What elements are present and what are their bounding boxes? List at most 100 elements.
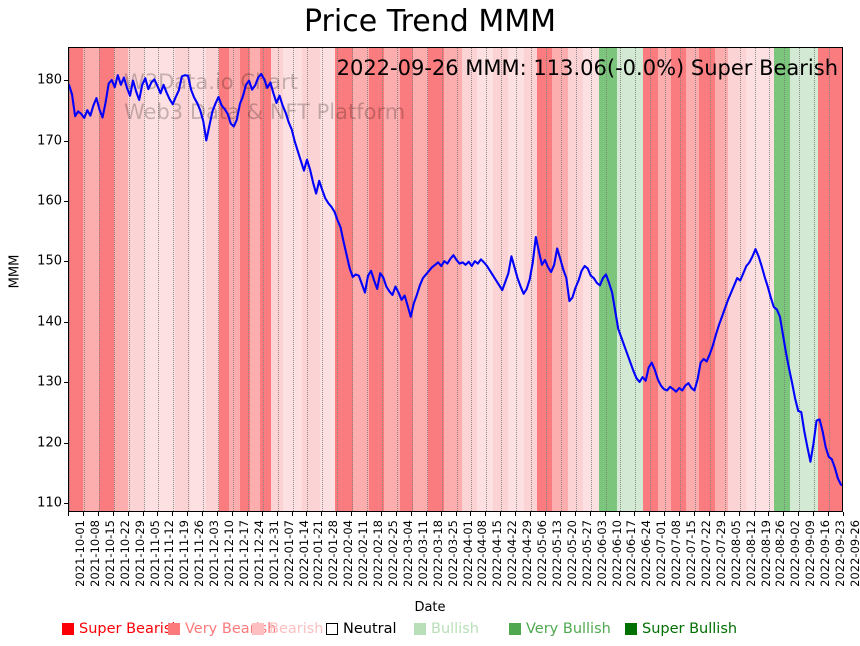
x-axis-tick-label: 2022-07-29 — [713, 520, 728, 587]
x-axis-tick-mark — [187, 512, 189, 516]
y-axis-tick-mark — [64, 140, 68, 142]
x-axis-tick-label: 2022-06-10 — [609, 520, 624, 587]
x-axis-tick-label: 2022-06-17 — [624, 520, 639, 587]
gridline-vertical — [218, 48, 220, 511]
sentiment-band — [335, 48, 354, 511]
sentiment-band — [492, 48, 509, 511]
x-axis-tick-mark — [217, 512, 219, 516]
gridline-vertical — [143, 48, 145, 511]
annotation-layer: 2022-09-26 MMM: 113.06(-0.0%) Super Bear… — [69, 48, 842, 511]
gridline-vertical — [83, 48, 85, 511]
y-axis-tick-labels: 110 120 130 140 150 160 170 180 — [0, 0, 62, 646]
gridline-vertical — [98, 48, 100, 511]
x-axis-tick-mark — [649, 512, 651, 516]
y-axis-tick-label: 140 — [37, 314, 62, 330]
x-axis-tick-mark — [485, 512, 487, 516]
x-axis-tick-mark — [68, 512, 69, 516]
sentiment-band — [319, 48, 336, 511]
gridline-vertical — [426, 48, 428, 511]
legend-item-very-bullish[interactable]: Very Bullish — [509, 618, 611, 640]
x-axis-tick-label: 2022-08-19 — [758, 520, 773, 587]
gridline-vertical — [486, 48, 488, 511]
x-axis-label: Date — [414, 600, 446, 615]
x-axis-tick-mark — [425, 512, 427, 516]
legend-item-bullish[interactable]: Bullish — [414, 618, 479, 640]
gridline-vertical — [605, 48, 607, 511]
x-axis-tick-mark — [798, 512, 800, 516]
gridline-vertical — [173, 48, 175, 511]
y-axis-tick-label: 120 — [37, 435, 62, 451]
gridline-vertical — [69, 48, 70, 511]
sentiment-band — [260, 48, 272, 511]
x-axis-tick-label: 2022-08-26 — [773, 520, 788, 587]
x-axis-tick-label: 2022-09-02 — [788, 520, 803, 587]
gridline-vertical — [188, 48, 190, 511]
gridline-vertical — [158, 48, 160, 511]
gridline-vertical — [545, 48, 547, 511]
x-axis-tick-label: 2021-12-03 — [207, 520, 222, 587]
y-axis-tick-mark — [64, 442, 68, 444]
sentiment-band — [461, 48, 478, 511]
y-axis-tick-mark — [64, 200, 68, 202]
x-axis-tick-mark — [634, 512, 636, 516]
x-axis-tick-label: 2021-11-26 — [192, 520, 207, 587]
y-axis-tick-label: 160 — [37, 193, 62, 209]
x-axis-tick-label: 2022-01-21 — [311, 520, 326, 587]
legend-swatch-icon — [509, 623, 521, 635]
x-axis-tick-label: 2022-08-12 — [743, 520, 758, 587]
x-axis-tick-mark — [112, 512, 114, 516]
price-line-layer — [69, 48, 842, 511]
x-axis-tick-label: 2022-09-23 — [833, 520, 848, 587]
legend-item-label: Bearish — [269, 621, 324, 637]
gridline-vertical — [247, 48, 249, 511]
gridline-vertical — [441, 48, 443, 511]
x-axis-tick-label: 2021-12-31 — [266, 520, 281, 587]
sentiment-band — [69, 48, 84, 511]
x-axis-tick-mark — [306, 512, 308, 516]
x-axis-tick-mark — [500, 512, 502, 516]
legend-swatch-icon — [414, 623, 426, 635]
legend-item-neutral[interactable]: Neutral — [326, 618, 397, 640]
sentiment-band — [114, 48, 129, 511]
sentiment-band — [428, 48, 445, 511]
x-axis-tick-label: 2021-12-10 — [222, 520, 237, 587]
x-axis-tick-mark — [693, 512, 695, 516]
gridline-vertical — [575, 48, 577, 511]
x-axis-tick-label: 2022-03-25 — [445, 520, 460, 587]
legend-item-label: Bullish — [431, 621, 479, 637]
gridline-vertical — [516, 48, 518, 511]
sentiment-legend: Super Bearish Very Bearish Bearish Neutral B… — [0, 618, 860, 642]
legend-item-label: Super Bearish — [79, 621, 181, 637]
legend-item-bearish[interactable]: Bearish — [252, 618, 324, 640]
y-axis-tick-label: 150 — [37, 253, 62, 269]
x-axis-tick-mark — [753, 512, 755, 516]
x-axis-tick-mark — [843, 512, 844, 516]
y-axis-tick-mark — [64, 261, 68, 263]
legend-item-super-bearish[interactable]: Super Bearish — [62, 618, 181, 640]
legend-item-super-bullish[interactable]: Super Bullish — [625, 618, 737, 640]
x-axis-tick-mark — [679, 512, 681, 516]
gridline-vertical — [337, 48, 339, 511]
gridline-vertical — [754, 48, 756, 511]
x-axis-tick-mark — [708, 512, 710, 516]
x-axis-tick-label: 2022-09-16 — [818, 520, 833, 587]
x-axis-tick-label: 2022-09-26 — [848, 520, 860, 587]
x-axis-tick-mark — [828, 512, 830, 516]
x-axis-tick-label: 2021-11-19 — [177, 520, 192, 587]
x-axis-tick-mark — [559, 512, 561, 516]
x-axis-tick-mark — [664, 512, 666, 516]
x-axis-tick-mark — [813, 512, 815, 516]
x-axis-tick-mark — [276, 512, 278, 516]
x-axis-tick-mark — [410, 512, 412, 516]
x-axis-tick-label: 2022-04-08 — [475, 520, 490, 587]
legend-swatch-icon — [625, 623, 637, 635]
x-axis-tick-mark — [515, 512, 517, 516]
gridline-vertical — [471, 48, 473, 511]
latest-value-annotation: 2022-09-26 MMM: 113.06(-0.0%) Super Bear… — [336, 56, 838, 80]
sentiment-band — [128, 48, 145, 511]
x-axis-tick-mark — [291, 512, 293, 516]
x-axis-tick-mark — [172, 512, 174, 516]
sentiment-band — [368, 48, 385, 511]
sentiment-band — [412, 48, 429, 511]
